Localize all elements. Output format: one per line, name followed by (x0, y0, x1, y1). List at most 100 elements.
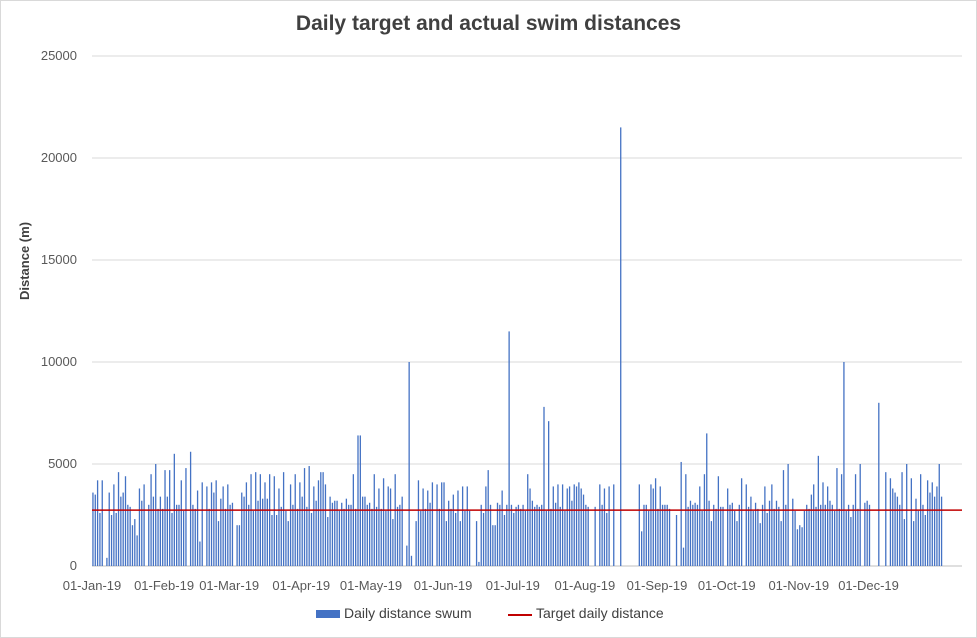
bar (927, 480, 928, 566)
bar (811, 495, 812, 566)
bar (320, 472, 321, 566)
bar (113, 484, 114, 566)
bar (460, 521, 461, 566)
bar (578, 482, 579, 566)
bar (781, 521, 782, 566)
bar (669, 509, 670, 566)
bar (134, 519, 135, 566)
bar (381, 509, 382, 566)
bar (932, 482, 933, 566)
bar (439, 509, 440, 566)
bar (216, 480, 217, 566)
bar (376, 507, 377, 566)
bar (536, 505, 537, 566)
legend-label-daily-distance: Daily distance swum (344, 605, 472, 621)
bar (223, 486, 224, 566)
bar (762, 505, 763, 566)
bar (732, 503, 733, 566)
bar (106, 558, 107, 566)
bar (715, 509, 716, 566)
bar (804, 511, 805, 566)
bar (350, 505, 351, 566)
bar (685, 474, 686, 566)
bar (727, 488, 728, 566)
bar (915, 499, 916, 566)
bar (411, 556, 412, 566)
bar (906, 464, 907, 566)
bar (160, 497, 161, 566)
bar (560, 507, 561, 566)
bar (202, 482, 203, 566)
bar (929, 493, 930, 566)
bar (753, 511, 754, 566)
bar (383, 478, 384, 566)
bar (443, 482, 444, 566)
bar (850, 517, 851, 566)
bar (576, 486, 577, 566)
bar (878, 403, 879, 566)
bar (357, 435, 358, 566)
bar (311, 513, 312, 566)
bar (774, 509, 775, 566)
bar (739, 505, 740, 566)
legend: Daily distance swum Target daily distanc… (0, 605, 977, 625)
x-tick-label: 01-Jan-19 (63, 578, 122, 593)
x-tick-label: 01-Nov-19 (768, 578, 829, 593)
y-tick-label: 0 (70, 558, 77, 573)
bar (746, 484, 747, 566)
bar (267, 499, 268, 566)
bar (853, 505, 854, 566)
y-tick-labels: 0 5000 10000 15000 20000 25000 (41, 48, 77, 573)
bar (913, 521, 914, 566)
bar (388, 486, 389, 566)
x-tick-labels: 01-Jan-19 01-Feb-19 01-Mar-19 01-Apr-19 01-M… (63, 578, 899, 593)
bar (397, 507, 398, 566)
bar (111, 515, 112, 566)
bar (490, 505, 491, 566)
bar (518, 505, 519, 566)
bar (760, 523, 761, 566)
bar (492, 525, 493, 566)
x-tick-label: 01-Oct-19 (698, 578, 756, 593)
bar (176, 505, 177, 566)
bar (885, 472, 886, 566)
bar (429, 503, 430, 566)
bar (506, 505, 507, 566)
bar (95, 495, 96, 566)
bar (834, 511, 835, 566)
bar (148, 505, 149, 566)
bar (667, 505, 668, 566)
bar (941, 497, 942, 566)
bar (925, 515, 926, 566)
legend-label-target: Target daily distance (536, 605, 664, 621)
bar (583, 495, 584, 566)
bar (515, 507, 516, 566)
bar (692, 505, 693, 566)
bar (787, 464, 788, 566)
bar (729, 505, 730, 566)
bar (543, 407, 544, 566)
bar (832, 505, 833, 566)
bar (771, 484, 772, 566)
x-tick-label: 01-Jul-19 (486, 578, 540, 593)
bar (125, 476, 126, 566)
bar (808, 509, 809, 566)
bar (169, 470, 170, 566)
bar (432, 482, 433, 566)
bar (255, 472, 256, 566)
bar (646, 505, 647, 566)
bar (485, 486, 486, 566)
bar (608, 486, 609, 566)
bar (378, 488, 379, 566)
bar (392, 519, 393, 566)
bar (757, 509, 758, 566)
bar (422, 488, 423, 566)
bar (236, 525, 237, 566)
bar (213, 493, 214, 566)
bar (818, 456, 819, 566)
bar (525, 511, 526, 566)
bar (167, 497, 168, 566)
bar (283, 472, 284, 566)
bar (139, 488, 140, 566)
bar (427, 491, 428, 566)
